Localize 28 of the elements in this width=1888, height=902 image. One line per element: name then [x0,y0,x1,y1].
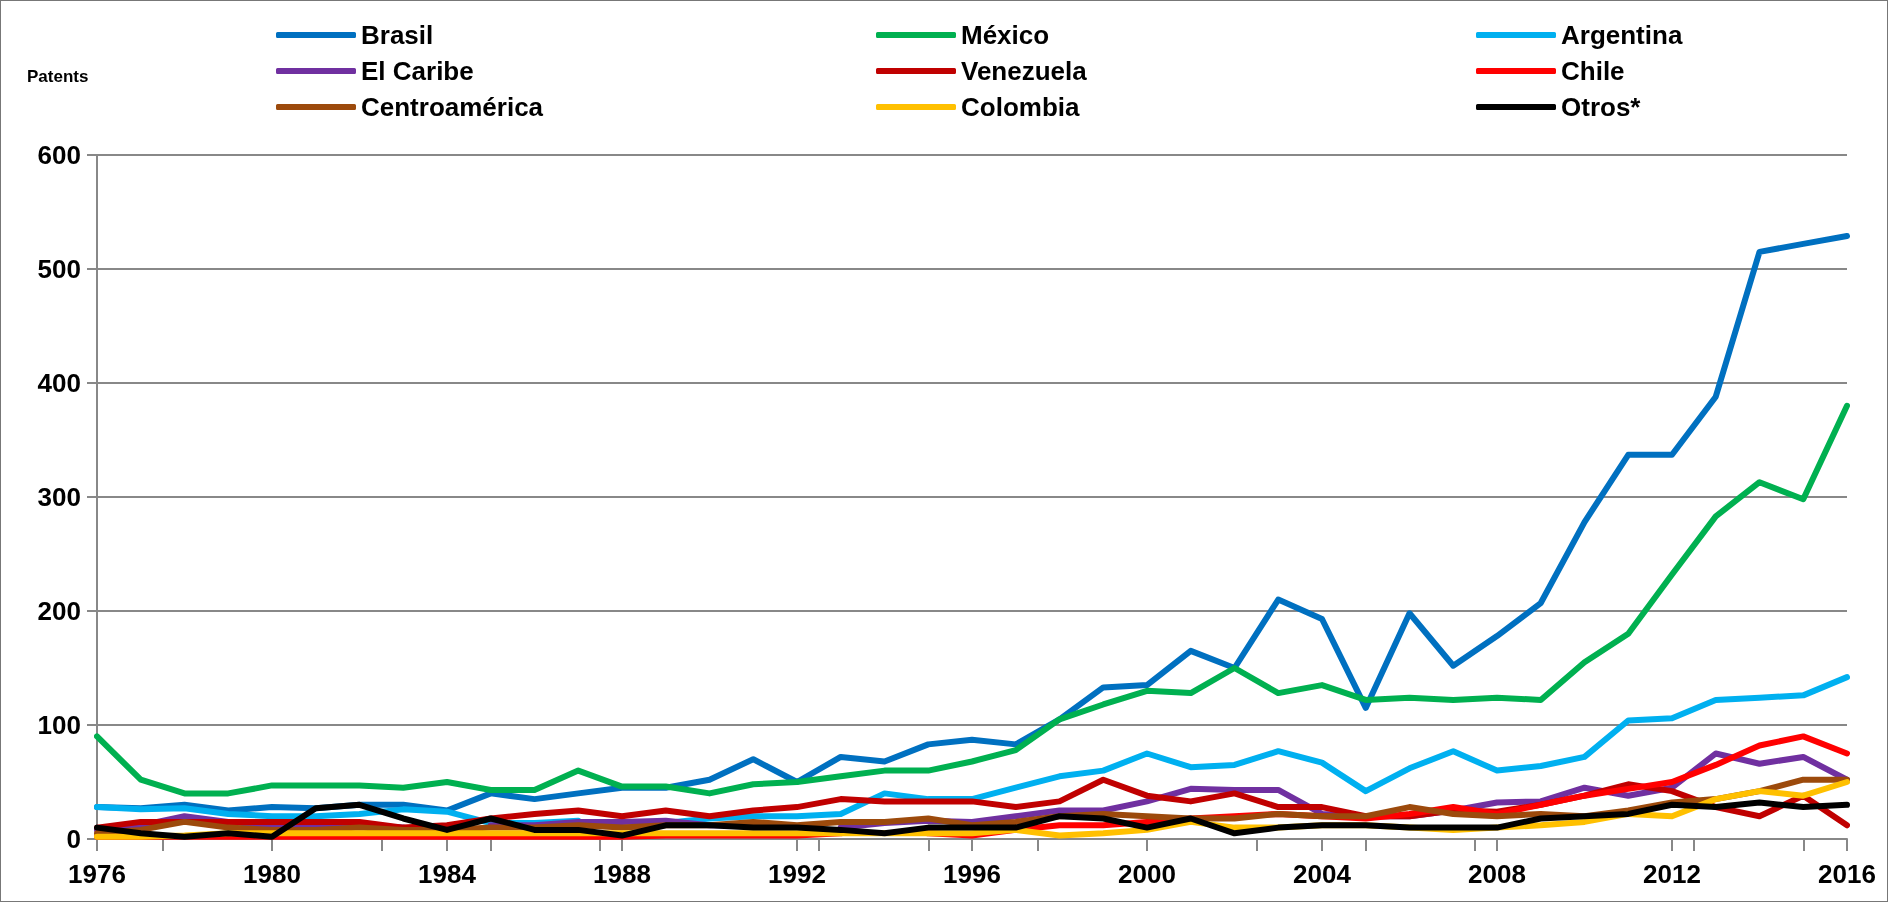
x-tick-label: 2008 [1468,859,1526,889]
x-tick-label: 2012 [1643,859,1701,889]
x-tick-label: 1980 [243,859,301,889]
legend-label: El Caribe [361,56,474,86]
legend-label: Chile [1561,56,1625,86]
x-tick-label: 1984 [418,859,477,889]
legend-label: Otros* [1561,92,1642,122]
legend-label: Argentina [1561,20,1683,50]
x-tick-label: 1976 [68,859,126,889]
x-tick-label: 2000 [1118,859,1176,889]
y-tick-label: 100 [37,710,81,740]
y-axis-title: Patents [27,67,89,86]
legend-label: Brasil [361,20,434,50]
y-tick-label: 600 [37,140,81,170]
y-tick-label: 500 [37,254,81,284]
legend-label: Venezuela [961,56,1088,86]
x-tick-label: 1988 [593,859,651,889]
x-tick-label: 2004 [1293,859,1352,889]
legend-label: Colombia [961,92,1080,122]
x-tick-label: 1992 [768,859,826,889]
legend-label: Centroamérica [361,92,544,122]
y-tick-label: 400 [37,368,81,398]
x-tick-label: 2016 [1818,859,1876,889]
x-tick-label: 1996 [943,859,1001,889]
y-tick-label: 200 [37,596,81,626]
y-tick-label: 0 [66,824,81,854]
y-tick-label: 300 [37,482,81,512]
legend-label: México [961,20,1050,50]
